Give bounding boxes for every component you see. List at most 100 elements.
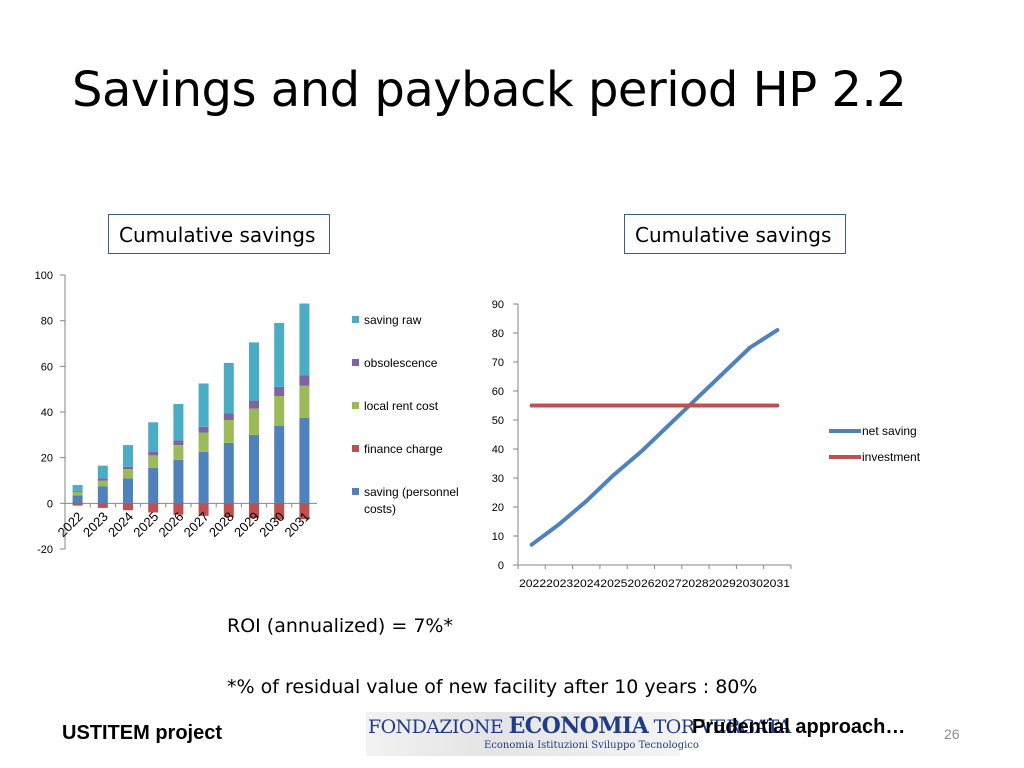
bar-segment-saving_raw	[198, 383, 209, 427]
bar-segment-obsolescence	[223, 413, 234, 420]
logo-tagline: Economia Istituzioni Sviluppo Tecnologic…	[484, 740, 699, 751]
bar-segment-saving_personnel	[249, 434, 259, 504]
bar-segment-saving_raw	[299, 303, 310, 376]
bar-segment-saving_personnel	[274, 425, 285, 504]
legend-label: costs)	[364, 502, 396, 516]
bar-segment-saving_raw	[173, 404, 184, 441]
bar-segment-saving_personnel	[198, 451, 209, 504]
y-tick-label: 60	[492, 386, 504, 398]
bar-segment-obsolescence	[173, 440, 184, 446]
y-tick-label: 40	[492, 444, 504, 456]
y-tick-label: 80	[41, 316, 53, 328]
bar-segment-local_rent_cost	[249, 408, 259, 435]
y-tick-label: 40	[41, 407, 53, 419]
bar-segment-finance_charge	[299, 503, 310, 520]
x-tick-labels: 2022202320242025202620272028202920302031	[519, 578, 790, 590]
logo-word-3: TOR VERGATA	[653, 716, 792, 738]
y-tick-label: 20	[41, 453, 53, 465]
bar-segment-finance_charge	[148, 503, 159, 513]
bar-segment-local_rent_cost	[123, 469, 133, 479]
y-tick-label: 50	[492, 415, 504, 427]
legend-label: saving raw	[364, 313, 422, 327]
bar-segment-saving_raw	[72, 485, 83, 491]
bar-segment-local_rent_cost	[148, 455, 159, 468]
bar-segment-local_rent_cost	[198, 432, 209, 452]
logo-word-2: ECONOMIA	[508, 713, 649, 739]
footer-project: USTITEM project	[62, 722, 223, 744]
bar-segment-finance_charge	[97, 503, 108, 508]
bar-segment-saving_personnel	[148, 467, 159, 504]
bar-segment-obsolescence	[148, 451, 159, 456]
y-tick-label: 60	[41, 361, 53, 373]
bar-segment-saving_personnel	[299, 417, 310, 504]
cumulative-savings-label-right: Cumulative savings	[624, 214, 846, 254]
bar-segment-finance_charge	[249, 503, 259, 519]
cumulative-savings-label-left: Cumulative savings	[108, 214, 330, 254]
bar-segment-saving_personnel	[123, 478, 133, 504]
x-tick-label: 2023	[80, 509, 111, 540]
bar-segment-local_rent_cost	[97, 480, 108, 487]
x-tick-label: 2024	[105, 509, 136, 540]
y-tick-label: 20	[492, 502, 504, 514]
bar-segment-saving_raw	[123, 445, 133, 467]
bar-segment-obsolescence	[299, 375, 310, 386]
bar-segment-obsolescence	[198, 426, 209, 433]
series-line-net-saving	[529, 328, 780, 547]
bar-segment-obsolescence	[97, 478, 108, 481]
legend-swatch	[352, 402, 359, 409]
bar-segment-saving_personnel	[97, 486, 108, 504]
legend-label: investment	[862, 450, 921, 464]
bar-segment-saving_personnel	[223, 442, 234, 504]
bar-segment-local_rent_cost	[274, 396, 285, 426]
bar-segment-finance_charge	[274, 503, 285, 520]
legend-swatch	[352, 488, 359, 495]
bar-segment-local_rent_cost	[223, 419, 234, 443]
bar-segment-saving_raw	[148, 422, 159, 452]
y-tick-label: 100	[35, 270, 53, 282]
bar-segment-obsolescence	[123, 466, 133, 470]
legend-label: finance charge	[364, 442, 443, 456]
legend-label: net saving	[862, 424, 917, 438]
page-number: 26	[944, 726, 960, 742]
legend-label: local rent cost	[364, 399, 439, 413]
legend-label: saving (personnel	[364, 485, 459, 499]
residual-value-note: *% of residual value of new facility aft…	[227, 676, 758, 698]
y-tick-label: 90	[492, 299, 504, 311]
y-tick-label: -20	[37, 544, 53, 556]
bar-segment-finance_charge	[198, 503, 209, 516]
y-tick-label: 30	[492, 473, 504, 485]
x-tick-label: 2022	[55, 509, 86, 540]
bar-segment-saving_raw	[249, 342, 259, 401]
fondazione-logo: FONDAZIONE ECONOMIA TOR VERGATA Economia…	[366, 712, 791, 760]
slide-title: Savings and payback period HP 2.2	[72, 62, 907, 118]
bar-segment-finance_charge	[72, 503, 83, 506]
stacked-bar-chart: -200204060801002022202320242025202620272…	[35, 270, 459, 556]
bar-segment-finance_charge	[223, 503, 234, 518]
bar-segment-obsolescence	[72, 490, 83, 492]
bar-segment-local_rent_cost	[72, 491, 83, 496]
bar-segment-saving_raw	[97, 465, 108, 479]
bar-segment-saving_personnel	[72, 495, 83, 504]
footer-approach: Prudential approach…	[692, 716, 906, 738]
y-tick-label: 70	[492, 357, 504, 369]
y-tick-label: 10	[492, 531, 504, 543]
bar-segment-finance_charge	[123, 503, 133, 511]
y-tick-label: 80	[492, 328, 504, 340]
roi-note: ROI (annualized) = 7%*	[227, 615, 453, 637]
bar-segment-saving_raw	[274, 322, 285, 387]
legend-swatch	[352, 445, 359, 452]
bar-segment-local_rent_cost	[173, 445, 184, 460]
bar-segment-obsolescence	[249, 400, 259, 409]
legend-swatch	[352, 359, 359, 366]
legend-label: obsolescence	[364, 356, 438, 370]
logo-word-1: FONDAZIONE	[368, 716, 504, 738]
bar-segment-obsolescence	[274, 386, 285, 397]
line-chart: 0 10 20 30 40 50 60 70 80 90 202220232024202520262…	[492, 299, 921, 590]
logo-background	[366, 712, 680, 756]
y-tick-label: 0	[47, 498, 53, 510]
bar-segment-saving_raw	[223, 362, 234, 414]
logo-wordmark: FONDAZIONE ECONOMIA TOR VERGATA	[368, 713, 791, 739]
bar-segment-local_rent_cost	[299, 385, 310, 418]
legend-swatch	[352, 316, 359, 323]
y-tick-label: 0	[498, 560, 504, 572]
